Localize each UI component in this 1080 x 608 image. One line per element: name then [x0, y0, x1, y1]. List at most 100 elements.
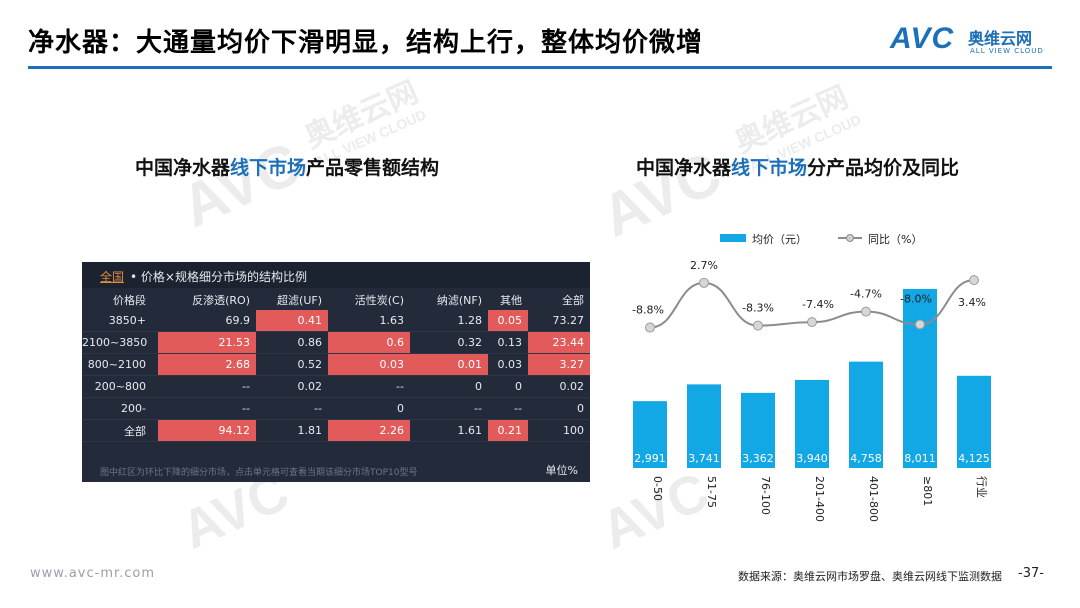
yoy-point [915, 319, 925, 330]
table-cell[interactable]: 0.41 [256, 310, 328, 332]
right-title-highlight: 线下市场 [731, 157, 808, 179]
avg-price-chart: 均价（元） 同比（%） 2,991 0-50 3,741 51-75 3,362 76-100… [632, 233, 991, 522]
bar [795, 379, 829, 468]
col-header: 反渗透(RO) [192, 294, 250, 307]
yoy-point [861, 306, 871, 317]
bar [741, 392, 775, 468]
left-section-title: 中国净水器线下市场产品零售额结构 [135, 153, 439, 180]
table-cell[interactable]: 0 [488, 375, 528, 398]
row-label: 3850+ [82, 310, 158, 332]
table-cell[interactable]: 69.9 [158, 310, 256, 332]
table-cell[interactable]: -- [410, 397, 488, 420]
table-cell[interactable]: 0.03 [488, 353, 528, 376]
col-header: 全部 [562, 294, 584, 307]
legend-bar-swatch [720, 234, 746, 242]
table-unit: 单位% [545, 464, 578, 477]
structure-table-panel: 全国 • 价格×规格细分市场的结构比例 价格段 反渗透(RO) 超滤(UF) 活… [82, 262, 590, 482]
table-cell[interactable]: 0.01 [410, 353, 488, 376]
table-cell[interactable]: 2.68 [158, 353, 256, 376]
table-cell[interactable]: 21.53 [158, 331, 256, 354]
table-cell[interactable]: 0.05 [488, 310, 528, 332]
x-tick-label: 401-800 [867, 476, 880, 522]
table-cell[interactable]: 94.12 [158, 419, 256, 442]
table-cell[interactable]: 0.32 [410, 331, 488, 354]
table-row[interactable]: 3850+ 69.9 0.41 1.63 1.28 0.05 73.27 [82, 310, 590, 332]
left-title-highlight: 线下市场 [230, 157, 307, 179]
bar-value-label: 4,758 [850, 452, 882, 465]
right-title-post: 分产品均价及同比 [807, 157, 960, 179]
table-cell[interactable]: 0 [410, 375, 488, 398]
yoy-label: -8.8% [632, 304, 664, 317]
table-cell[interactable]: 73.27 [528, 310, 590, 332]
table-cell[interactable]: 2.26 [328, 419, 410, 442]
col-header: 其他 [500, 294, 522, 307]
table-cell[interactable]: 23.44 [528, 331, 590, 354]
table-cell[interactable]: 100 [528, 419, 590, 442]
row-label: 2100~3850 [82, 331, 158, 354]
bar-value-label: 2,991 [634, 452, 666, 465]
left-title-pre: 中国净水器 [135, 157, 231, 179]
table-cell[interactable]: 0.52 [256, 353, 328, 376]
table-header-row: 价格段 反渗透(RO) 超滤(UF) 活性炭(C) 纳滤(NF) 其他 全部 [82, 290, 590, 310]
table-cell[interactable]: 0.13 [488, 331, 528, 354]
bar-value-label: 3,741 [688, 452, 720, 465]
col-header: 超滤(UF) [277, 294, 322, 307]
bar [957, 375, 991, 468]
table-cell[interactable]: -- [328, 375, 410, 398]
logo-brand-cn: 奥维云网 [968, 29, 1033, 48]
table-row[interactable]: 200~800 -- 0.02 -- 0 0 0.02 [82, 375, 590, 398]
all-region-link[interactable]: 全国 [100, 270, 125, 284]
bar-value-label: 3,940 [796, 452, 828, 465]
watermark-avc-left: AVC [171, 129, 311, 240]
table-cell[interactable]: -- [158, 375, 256, 398]
bar [903, 288, 937, 468]
table-cell[interactable]: 0.21 [488, 419, 528, 442]
col-header: 纳滤(NF) [436, 294, 482, 307]
row-label: 800~2100 [82, 353, 158, 376]
x-tick-label: 行业 [975, 476, 988, 498]
bar [687, 384, 721, 468]
table-cell[interactable]: 1.63 [328, 310, 410, 332]
logo-avc-text: AVC [890, 22, 955, 55]
table-cell[interactable]: 0.86 [256, 331, 328, 354]
yoy-label: -8.0% [900, 292, 932, 305]
yoy-point [753, 320, 763, 331]
table-cell[interactable]: 1.28 [410, 310, 488, 332]
table-row[interactable]: 200- -- -- 0 -- -- 0 [82, 397, 590, 420]
table-cell[interactable]: 3.27 [528, 353, 590, 376]
legend-line-marker [846, 234, 854, 242]
table-cell[interactable]: -- [488, 397, 528, 420]
row-label: 200- [82, 397, 158, 420]
yoy-point [645, 322, 655, 333]
table-cell[interactable]: 0.02 [256, 375, 328, 398]
col-header: 价格段 [113, 294, 146, 307]
table-cell[interactable]: 0.6 [328, 331, 410, 354]
table-cell[interactable]: -- [158, 397, 256, 420]
right-section-title: 中国净水器线下市场分产品均价及同比 [636, 153, 959, 180]
table-cell[interactable]: 0.02 [528, 375, 590, 398]
legend-bar-label: 均价（元） [752, 233, 807, 246]
x-tick-label: ≥801 [921, 476, 934, 506]
footer-url[interactable]: www.avc-mr.com [30, 566, 156, 581]
row-label: 全部 [82, 419, 158, 442]
x-tick-label: 201-400 [813, 476, 826, 522]
page-title: 净水器：大通量均价下滑明显，结构上行，整体均价微增 [28, 28, 704, 58]
row-label: 200~800 [82, 375, 158, 398]
x-tick-label: 76-100 [759, 476, 772, 515]
avc-logo: AVC 奥维云网 ALL VIEW CLOUD [890, 20, 1060, 60]
watermark-brand-right: 奥维云网 [729, 80, 853, 160]
col-header: 活性炭(C) [354, 294, 404, 307]
table-cell[interactable]: 0 [328, 397, 410, 420]
table-row[interactable]: 2100~3850 21.53 0.86 0.6 0.32 0.13 23.44 [82, 331, 590, 354]
table-cell[interactable]: 0.03 [328, 353, 410, 376]
table-cell[interactable]: 1.61 [410, 419, 488, 442]
table-row[interactable]: 全部 94.12 1.81 2.26 1.61 0.21 100 [82, 419, 590, 442]
table-cell[interactable]: -- [256, 397, 328, 420]
watermark-brand-left: 奥维云网 [299, 75, 423, 155]
logo-brand-en: ALL VIEW CLOUD [970, 47, 1044, 55]
bar [849, 361, 883, 468]
table-row[interactable]: 800~2100 2.68 0.52 0.03 0.01 0.03 3.27 [82, 353, 590, 376]
yoy-label: 3.4% [958, 296, 986, 309]
table-cell[interactable]: 0 [528, 397, 590, 420]
table-cell[interactable]: 1.81 [256, 419, 328, 442]
